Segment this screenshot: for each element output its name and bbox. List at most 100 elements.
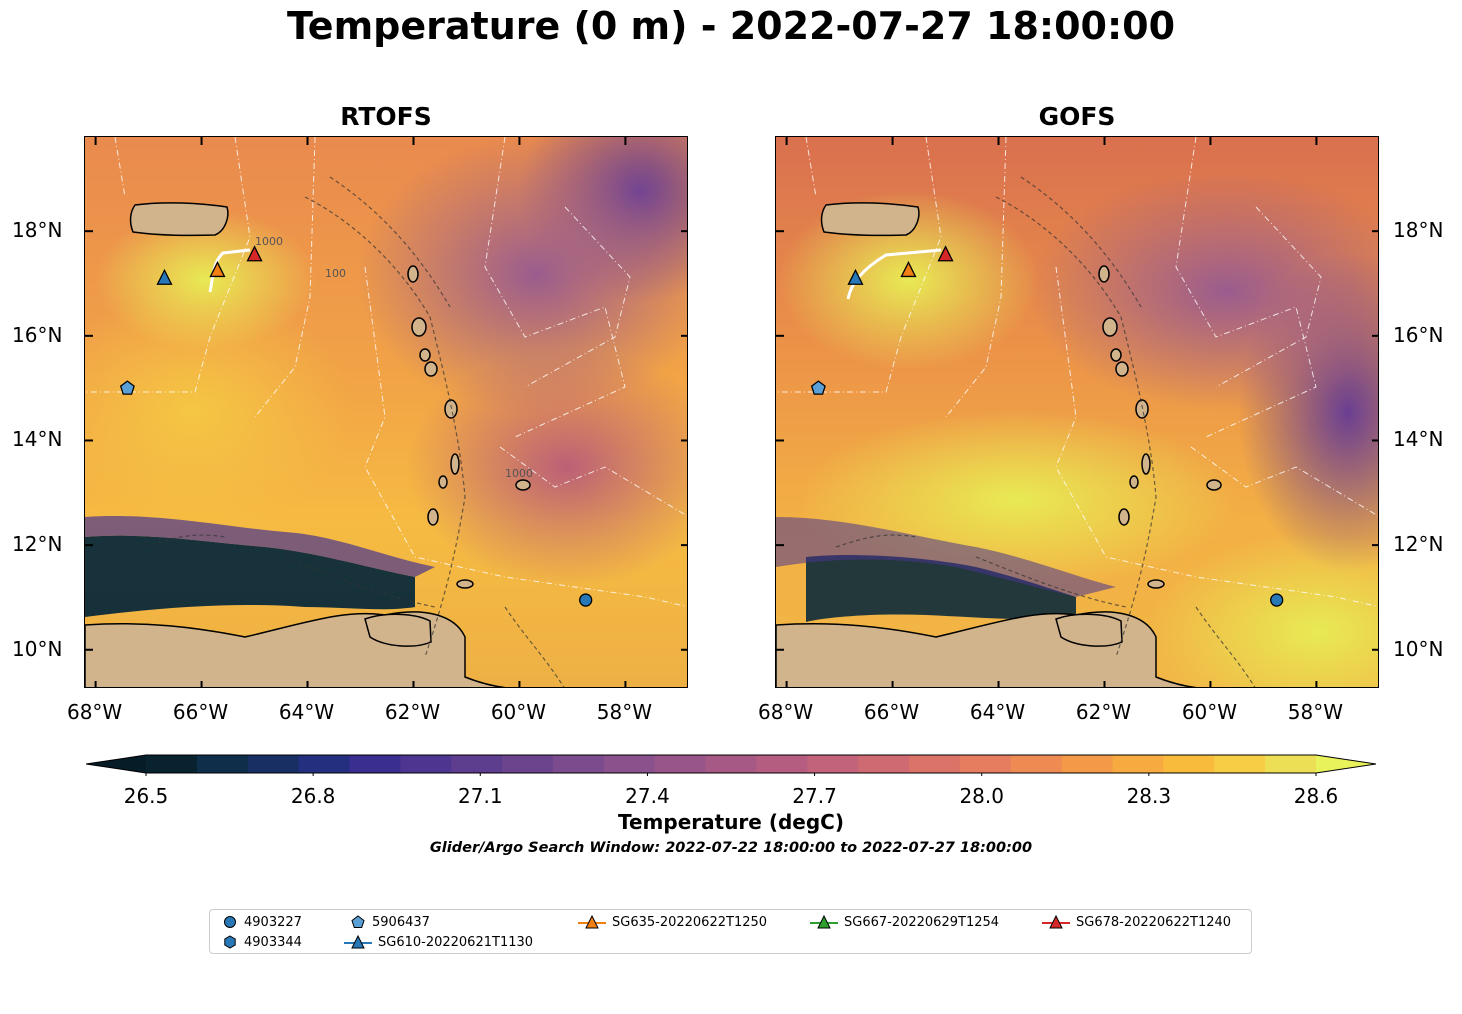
figure-title: Temperature (0 m) - 2022-07-27 18:00:00 — [286, 4, 1176, 48]
contour-label: 1000 — [505, 467, 533, 480]
colorbar-segment — [858, 755, 910, 773]
legend-label: SG667-20220629T1254 — [844, 914, 1000, 930]
colorbar-extend-low — [86, 755, 146, 773]
colorbar-tick-label: 28.6 — [1293, 784, 1339, 808]
trinidad-land — [1055, 613, 1123, 647]
colorbar-segment — [756, 755, 808, 773]
legend-item: 4903344 — [222, 934, 302, 950]
observation-marker-SG678-20220622T1240[interactable] — [937, 245, 954, 262]
observation-marker-SG635-20220622T1250[interactable] — [209, 260, 226, 278]
map-rtofs-overlay: 1000 1000 100 — [85, 137, 687, 687]
y-tick-label: 18°N — [12, 218, 63, 243]
colorbar-segment — [349, 755, 401, 773]
eez-boundaries — [85, 137, 687, 608]
lesser-antilles-islands — [407, 265, 531, 589]
colorbar-segment — [1010, 755, 1063, 773]
x-tick-label: 68°W — [757, 700, 814, 724]
colorbar-segment — [298, 755, 351, 773]
colorbar-segment — [705, 755, 758, 773]
legend-label: SG610-20220621T1130 — [378, 934, 534, 950]
x-tick-label: 64°W — [278, 700, 335, 724]
colorbar-segment — [807, 755, 859, 773]
legend-item: SG635-20220622T1250 — [578, 914, 767, 930]
legend-label: 4903227 — [244, 914, 302, 930]
x-tick-label: 58°W — [596, 700, 653, 724]
x-tick-label: 66°W — [172, 700, 229, 724]
colorbar-segment — [196, 755, 249, 773]
map-gofs-overlay — [776, 137, 1378, 687]
south-america-land — [85, 611, 507, 687]
colorbar-segment — [400, 755, 452, 773]
colorbar-segment — [1163, 755, 1215, 773]
map-gofs[interactable] — [775, 136, 1379, 688]
observation-marker-5906437[interactable] — [119, 380, 135, 395]
bathymetry-contours — [144, 176, 565, 687]
observation-marker-SG610-20220621T1130[interactable] — [847, 268, 864, 285]
legend-label: SG678-20220622T1240 — [1076, 914, 1232, 930]
observation-marker-SG635-20220622T1250[interactable] — [900, 260, 917, 278]
panel-title-gofs: GOFS — [1038, 102, 1116, 131]
colorbar-extend-high — [1316, 755, 1376, 773]
legend-item: SG610-20220621T1130 — [344, 934, 533, 950]
colorbar-segment — [909, 755, 961, 773]
colorbar-segment — [146, 755, 198, 773]
colorbar-tick-label: 26.5 — [123, 784, 169, 808]
trinidad-land — [364, 613, 432, 647]
legend: 4903227 4903344 5906437 SG610-20220621T1… — [209, 909, 1252, 954]
temperature-colorbar — [86, 754, 1376, 776]
y-tick-label: 14°N — [12, 427, 63, 452]
colorbar-segment — [654, 755, 707, 773]
triangle-marker-icon — [810, 914, 838, 929]
colorbar-segment — [1112, 755, 1164, 773]
y-tick-label: 14°N — [1393, 427, 1444, 452]
lesser-antilles-islands — [1098, 265, 1222, 589]
x-tick-label: 68°W — [66, 700, 123, 724]
x-tick-label: 60°W — [1181, 700, 1238, 724]
south-america-land — [776, 611, 1198, 687]
marker-layer-gofs — [810, 245, 1284, 607]
observation-marker-5906437[interactable] — [810, 380, 826, 395]
y-tick-label: 18°N — [1393, 218, 1444, 243]
puerto-rico-land — [820, 202, 920, 237]
marker-layer-rtofs — [119, 245, 593, 607]
cold-water-region — [806, 555, 1076, 622]
cool-water-region — [85, 515, 435, 577]
cold-water-region — [85, 535, 415, 617]
y-tick-label: 16°N — [1393, 322, 1444, 347]
colorbar-segment — [1214, 755, 1266, 773]
x-tick-label: 62°W — [1075, 700, 1132, 724]
observation-marker-4903227[interactable] — [579, 593, 593, 607]
x-tick-label: 58°W — [1287, 700, 1344, 724]
legend-label: 5906437 — [372, 914, 430, 930]
colorbar-tick-label: 28.0 — [959, 784, 1004, 808]
colorbar-segment — [959, 755, 1012, 773]
pr-glider-track — [846, 248, 942, 300]
pentagon-marker-icon — [351, 915, 365, 928]
colorbar-segment — [502, 755, 554, 773]
contour-label: 1000 — [255, 235, 283, 248]
contour-label: 100 — [325, 267, 346, 280]
y-tick-label: 12°N — [12, 532, 63, 557]
colorbar-label: Temperature (degC) — [618, 810, 844, 834]
y-tick-label: 16°N — [12, 322, 63, 347]
x-tick-label: 66°W — [863, 700, 920, 724]
legend-item: SG667-20220629T1254 — [810, 914, 999, 930]
colorbar-tick-label: 27.7 — [792, 784, 837, 808]
observation-marker-SG678-20220622T1240[interactable] — [246, 245, 263, 262]
triangle-marker-icon — [1042, 914, 1070, 929]
observation-marker-4903227[interactable] — [1270, 593, 1284, 607]
hexagon-marker-icon — [224, 935, 236, 949]
colorbar-segment — [451, 755, 503, 773]
legend-label: 4903344 — [244, 934, 302, 950]
y-tick-label: 10°N — [12, 636, 63, 661]
observation-marker-SG610-20220621T1130[interactable] — [156, 268, 173, 285]
bathymetry-contours — [835, 176, 1256, 687]
cool-water-region — [776, 517, 1116, 597]
x-tick-label: 62°W — [384, 700, 441, 724]
colorbar-segment — [603, 755, 656, 773]
eez-boundaries — [776, 137, 1378, 608]
legend-item: SG678-20220622T1240 — [1042, 914, 1231, 930]
puerto-rico-land — [129, 202, 229, 237]
map-rtofs[interactable]: 1000 1000 100 — [84, 136, 688, 688]
legend-item: 4903227 — [222, 914, 302, 930]
